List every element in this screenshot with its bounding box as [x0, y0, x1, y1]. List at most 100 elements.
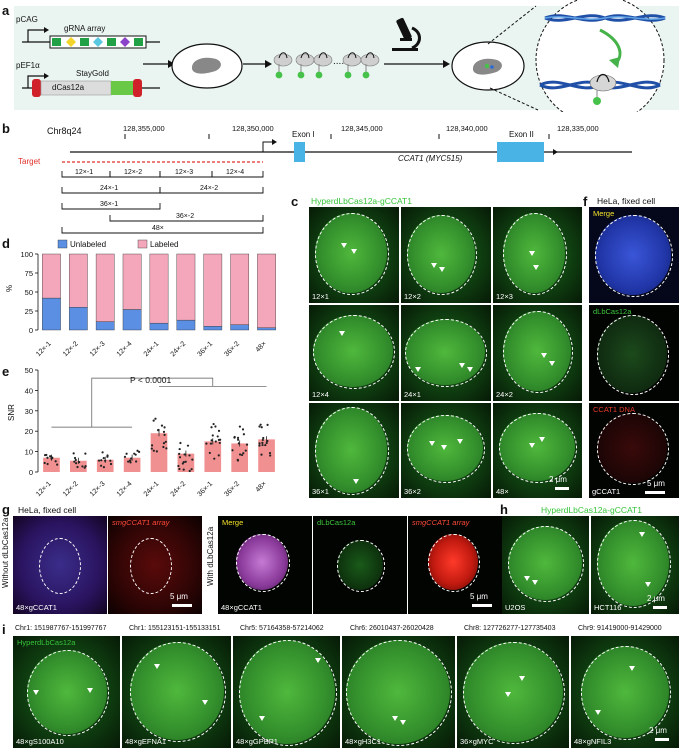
data-point [163, 426, 166, 429]
x-tick-label: 36×-1 [196, 340, 214, 358]
data-point [179, 441, 182, 445]
data-point [209, 442, 213, 445]
x-tick-label: 24×-2 [170, 340, 188, 358]
data-point [216, 435, 219, 438]
seg-48x: 48× [152, 225, 164, 232]
data-point [236, 436, 240, 439]
data-point [127, 460, 130, 463]
tile-24x2-label: 24×2 [496, 390, 513, 399]
f-ccat1-label: CCAT1 DNA [593, 405, 635, 414]
tile-12x1: 12×1 [309, 207, 399, 303]
bar-labeled [257, 253, 276, 328]
bar-labeled [122, 253, 142, 310]
data-point [72, 452, 75, 455]
g-side1: Without dLbCas12a [1, 517, 10, 588]
f-ccat1: CCAT1 DNA gCCAT1 5 μm [589, 403, 679, 498]
bar [96, 459, 114, 472]
i-tile-1: HyperdLbCas12a 48×gS100A10 [13, 636, 120, 748]
i-tile-5: 36×gMYC [457, 636, 569, 748]
x-tick-label: 48× [255, 480, 268, 493]
cas-complex-icons: ..... [273, 52, 380, 79]
tile-24x1-label: 24×1 [404, 390, 421, 399]
data-point [236, 459, 240, 462]
data-point [84, 452, 87, 455]
data-point [186, 444, 190, 447]
legend-label-labeled: Labeled [150, 240, 178, 249]
data-point [129, 461, 132, 464]
data-point [100, 459, 103, 462]
g-footer2: 48×gCCAT1 [221, 603, 262, 612]
data-point [217, 454, 220, 457]
tile-36x1: 36×1 [309, 403, 399, 498]
tile-12x4: 12×4 [309, 305, 399, 401]
exon2-label: Exon II [509, 130, 534, 139]
data-point [162, 445, 165, 449]
x-tick-label: 12×-1 [35, 480, 53, 498]
y-tick-label: 25 [25, 307, 33, 316]
y-tick-label: 0 [29, 326, 33, 335]
data-point [258, 444, 261, 447]
data-point [45, 453, 48, 457]
bar-labeled [42, 253, 61, 299]
legend-swatch-labeled [137, 239, 148, 249]
y-tick-label: 50 [25, 366, 33, 375]
data-point [213, 457, 216, 460]
i-name-4: 48×gH3C1 [345, 737, 382, 746]
data-point [217, 429, 221, 432]
data-point [266, 423, 269, 426]
gene-alias: (MYC515) [425, 154, 463, 163]
pcag-label: pCAG [16, 15, 38, 24]
i-scale-label: 2 μm [649, 726, 667, 735]
y-tick-label: 0 [29, 468, 33, 477]
data-point [265, 441, 268, 445]
data-point [182, 468, 185, 471]
seg-36x2: 36×-2 [176, 213, 195, 220]
data-point [99, 464, 103, 467]
data-point [233, 435, 236, 439]
data-point [102, 456, 105, 460]
data-point [245, 443, 249, 446]
bar-labeled [176, 253, 196, 321]
i-tile-3: 48×gGPBP1 [233, 636, 340, 748]
data-point [214, 425, 217, 428]
i-tile-4: 48×gH3C1 [342, 636, 455, 748]
data-point [190, 468, 193, 471]
bar [258, 439, 275, 472]
panel-e-label: e [2, 364, 10, 379]
y-tick-label: 75 [25, 269, 33, 278]
data-point [74, 462, 78, 465]
data-point [242, 433, 246, 436]
data-point [231, 449, 234, 452]
data-point [138, 450, 141, 453]
tile-12x4-label: 12×4 [312, 390, 329, 399]
bar [150, 433, 168, 472]
bar-labeled [149, 253, 169, 324]
i-coord-4: Chr6: 26010437-26020428 [350, 625, 434, 632]
data-point [240, 453, 244, 457]
x-tick-label: 12×-4 [116, 340, 134, 358]
data-point [155, 450, 158, 453]
data-point [260, 453, 263, 456]
data-point [123, 455, 127, 458]
data-point [261, 438, 264, 442]
panel-b-locus [61, 134, 632, 234]
g-footer1: 48×gCCAT1 [16, 603, 57, 612]
data-point [74, 458, 77, 462]
coord-1: 128,355,000 [123, 124, 165, 133]
data-point [73, 460, 76, 463]
tile-12x3: 12×3 [493, 207, 582, 303]
tile-24x1: 24×1 [401, 305, 491, 401]
data-point [163, 433, 166, 436]
f-dlb-label: dLbCas12a [593, 307, 632, 316]
panel-h-label: h [500, 502, 508, 517]
staygold-box [111, 81, 133, 95]
data-point [241, 428, 245, 431]
y-tick-label: 40 [25, 386, 33, 395]
panel-b-label: b [2, 121, 10, 136]
y-tick-label: 50 [25, 288, 33, 297]
microscope-icon [392, 17, 421, 51]
g-smg2: smgCCAT1 array [412, 518, 470, 527]
bar-unlabeled [149, 322, 169, 331]
panel-f-label: f [583, 194, 588, 209]
data-point [177, 464, 180, 468]
